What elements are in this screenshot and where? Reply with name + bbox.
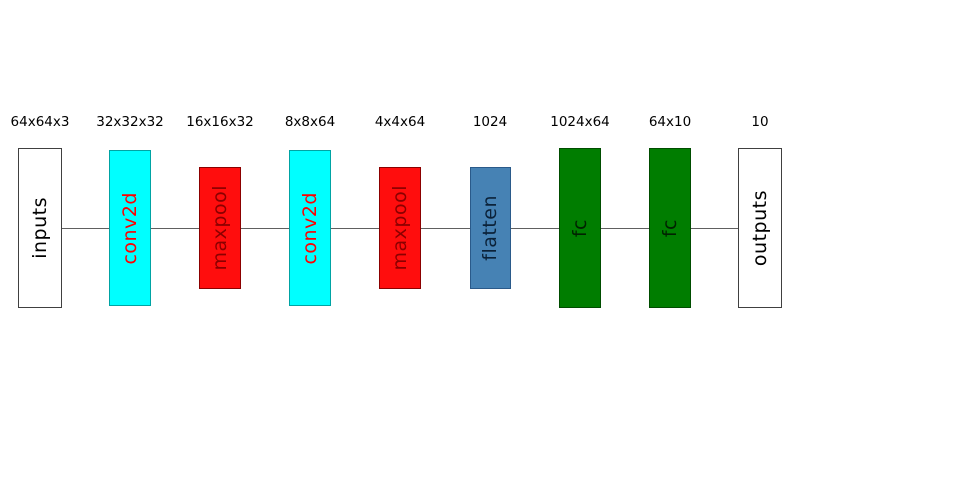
layer-name-label: inputs <box>29 197 51 259</box>
layer-box-maxpool: maxpool <box>199 167 241 289</box>
layer-name-label: outputs <box>749 189 771 267</box>
layer-dim-label: 64x64x3 <box>10 114 70 130</box>
layer-dim-label: 1024 <box>472 114 508 130</box>
layer-box-flatten: flatten <box>469 167 511 289</box>
layer-name-label: maxpool <box>209 185 231 271</box>
layer-name-label: fc <box>659 218 681 238</box>
layer-box-conv2d: conv2d <box>289 150 331 306</box>
layer-name-label: flatten <box>479 195 501 261</box>
layer-dim-label: 1024x64 <box>550 114 610 130</box>
layer-box-maxpool: maxpool <box>379 167 421 289</box>
layer-dim-label: 4x4x64 <box>374 114 426 130</box>
layer-box-conv2d: conv2d <box>109 150 151 306</box>
layer-box-fc: fc <box>649 148 691 308</box>
layer-box-outputs: outputs <box>738 148 782 308</box>
layer-dim-label: 10 <box>751 114 769 130</box>
layer-dim-label: 64x10 <box>648 114 692 130</box>
layer-dim-label: 32x32x32 <box>96 114 164 130</box>
layer-dim-label: 8x8x64 <box>284 114 336 130</box>
layer-name-label: fc <box>569 218 591 238</box>
layer-box-inputs: inputs <box>18 148 62 308</box>
layer-name-label: conv2d <box>299 191 321 265</box>
layer-dim-label: 16x16x32 <box>186 114 254 130</box>
layer-box-fc: fc <box>559 148 601 308</box>
layer-name-label: conv2d <box>119 191 141 265</box>
layer-name-label: maxpool <box>389 185 411 271</box>
